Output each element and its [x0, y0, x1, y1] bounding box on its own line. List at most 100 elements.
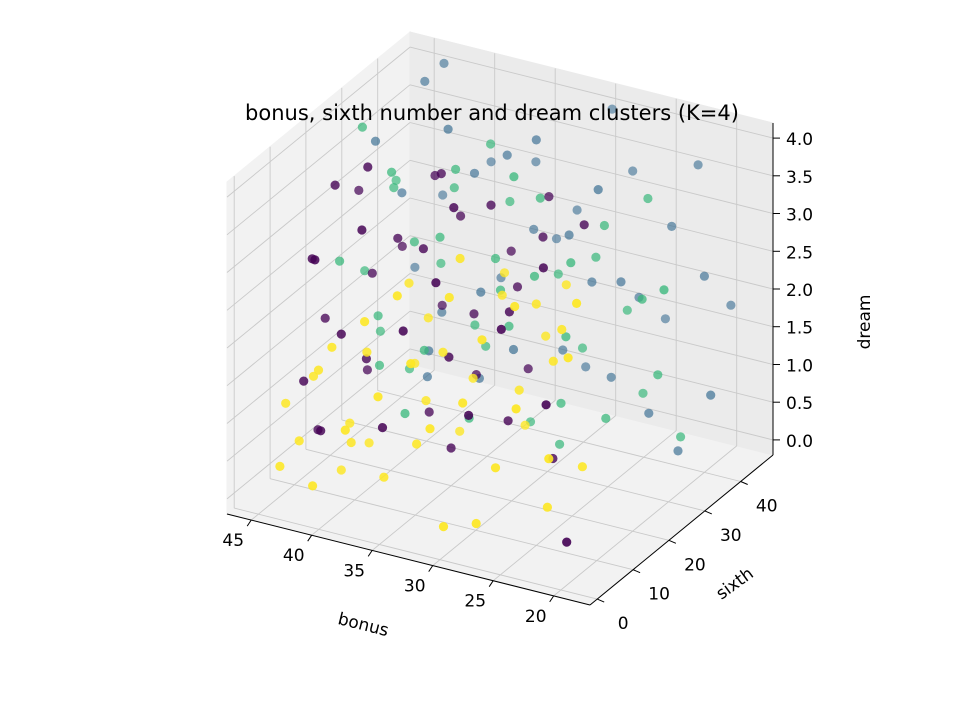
data-point-cluster-3	[468, 373, 478, 383]
grid-line-z-left	[226, 159, 411, 311]
grid-lines	[226, 38, 774, 600]
data-point-cluster-0	[320, 313, 330, 323]
grid-line-z-left	[226, 235, 411, 387]
data-point-cluster-1	[667, 221, 677, 231]
z-tick-label: 1.0	[786, 357, 813, 377]
data-point-cluster-0	[397, 241, 407, 251]
data-point-cluster-1	[531, 135, 541, 145]
data-point-cluster-0	[512, 282, 523, 292]
data-point-cluster-2	[360, 266, 370, 276]
grid-line-y-floor	[305, 448, 670, 541]
grid-line-z-back	[409, 84, 774, 177]
data-point-cluster-3	[294, 436, 304, 446]
data-point-cluster-1	[699, 271, 710, 281]
data-point-cluster-1	[439, 58, 449, 68]
data-point-cluster-3	[308, 481, 318, 491]
data-point-cluster-3	[421, 396, 431, 406]
data-point-cluster-2	[676, 432, 686, 442]
data-point-cluster-3	[471, 518, 481, 529]
data-point-cluster-2	[659, 285, 669, 295]
x-tick-label: 45	[222, 531, 244, 551]
data-point-cluster-0	[446, 443, 456, 453]
grid-line-x-floor	[553, 445, 737, 597]
data-point-cluster-1	[531, 157, 541, 167]
data-point-cluster-1	[437, 307, 447, 317]
data-point-cluster-0	[310, 255, 320, 265]
data-point-cluster-2	[591, 252, 601, 262]
data-point-cluster-2	[391, 175, 401, 185]
data-point-cluster-3	[360, 317, 370, 327]
y-tick-label: 0	[618, 614, 629, 634]
data-point-cluster-0	[336, 329, 346, 339]
y-tick-mark	[632, 569, 641, 574]
data-point-cluster-0	[541, 400, 551, 410]
data-point-cluster-2	[375, 326, 385, 336]
data-point-cluster-3	[346, 437, 356, 448]
y-tick-mark	[740, 481, 748, 485]
grid-line-z-left	[226, 197, 411, 349]
data-point-cluster-1	[564, 230, 574, 240]
data-point-cluster-0	[361, 354, 371, 364]
z-tick-label: 1.5	[786, 319, 813, 339]
data-point-cluster-3	[514, 385, 524, 395]
data-point-cluster-3	[541, 331, 551, 341]
data-point-cluster-0	[562, 537, 572, 547]
grid-line-z-left	[226, 310, 411, 462]
z-tick-label: 2.5	[786, 243, 813, 263]
data-point-cluster-1	[469, 168, 480, 178]
grid-line-x-floor	[311, 384, 495, 536]
data-point-cluster-0	[544, 192, 554, 202]
data-point-cluster-3	[281, 398, 291, 408]
z-tick-label: 2.0	[786, 281, 813, 301]
data-point-cluster-2	[561, 332, 571, 342]
data-point-cluster-0	[431, 278, 441, 288]
z-tick-label: 0.0	[786, 432, 813, 452]
x-tick-label: 25	[464, 592, 486, 612]
data-point-cluster-3	[345, 418, 355, 428]
data-point-cluster-3	[542, 502, 553, 512]
y-tick-label: 10	[648, 585, 670, 605]
data-point-cluster-2	[566, 258, 576, 268]
y-axis-line	[589, 454, 774, 606]
data-point-cluster-1	[551, 234, 562, 244]
data-point-cluster-1	[476, 287, 486, 297]
data-point-cluster-0	[424, 407, 434, 417]
data-point-cluster-0	[579, 220, 589, 230]
grid-line-z-back	[409, 197, 774, 290]
data-point-cluster-3	[444, 292, 454, 303]
x-axis-line	[226, 513, 591, 606]
data-point-cluster-0	[354, 185, 364, 195]
data-point-cluster-3	[544, 454, 554, 464]
data-point-cluster-3	[340, 425, 350, 435]
grid-line-z-back	[409, 122, 774, 214]
data-point-cluster-3	[510, 301, 520, 312]
data-point-cluster-1	[370, 136, 381, 146]
y-tick-mark	[668, 539, 677, 544]
grid-line-z-left	[226, 122, 411, 273]
data-point-cluster-3	[373, 392, 383, 402]
x-tick-mark	[428, 565, 434, 572]
grid-line-z-left	[226, 46, 411, 198]
data-point-cluster-3	[477, 335, 487, 345]
data-point-cluster-2	[553, 269, 563, 279]
data-point-cluster-0	[449, 203, 459, 213]
data-point-cluster-2	[535, 193, 545, 203]
grid-line-z-back	[409, 273, 774, 365]
y-tick-label: 30	[720, 526, 742, 546]
data-point-cluster-1	[706, 390, 716, 400]
data-point-cluster-3	[490, 463, 501, 473]
z-tick-label: 0.5	[786, 394, 813, 414]
data-point-cluster-3	[364, 438, 374, 448]
data-point-cluster-3	[531, 299, 541, 309]
tick-labels: 20 25 30 35 40 45 0 10 20 30 40 0.0 0.5 1.0 1.5 2.0 2.5 3…	[222, 130, 813, 634]
grid-line-z-left	[226, 348, 411, 500]
data-point-cluster-1	[502, 150, 512, 160]
x-tick-mark	[549, 595, 555, 603]
data-point-cluster-0	[538, 263, 549, 273]
data-point-cluster-0	[316, 426, 326, 436]
x-tick-label: 40	[283, 546, 305, 566]
z-tick-label: 3.0	[786, 206, 813, 226]
data-point-cluster-3	[563, 353, 573, 363]
data-point-cluster-2	[435, 232, 445, 242]
